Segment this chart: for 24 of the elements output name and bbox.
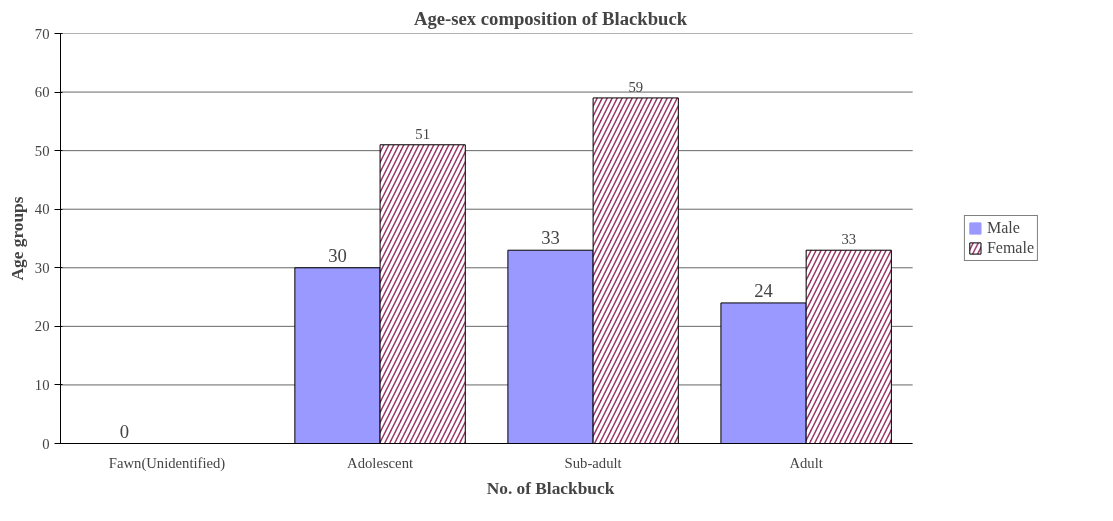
legend-label: Male [986, 219, 1020, 237]
y-axis-title: Age groups [7, 196, 27, 281]
x-tick-label: Adolescent [347, 454, 414, 471]
y-tick-label: 40 [34, 201, 50, 218]
y-tick-label: 50 [34, 142, 50, 159]
data-label: 59 [628, 78, 644, 95]
y-tick-label: 0 [42, 435, 50, 452]
y-tick-label: 20 [34, 318, 50, 335]
data-label: 51 [415, 125, 430, 142]
legend-label: Female [986, 239, 1034, 257]
y-tick-label: 30 [34, 259, 50, 276]
data-label: 33 [541, 227, 560, 249]
y-tick-label: 10 [34, 376, 50, 393]
x-tick-label: Sub-adult [564, 454, 622, 471]
x-tick-label: Fawn(Unidentified) [108, 454, 226, 472]
y-tick-label: 70 [34, 25, 50, 42]
chart-title: Age-sex composition of Blackbuck [413, 7, 688, 29]
data-label: 24 [754, 279, 774, 301]
x-axis-title: No. of Blackbuck [486, 478, 615, 498]
y-tick-label: 60 [34, 84, 50, 101]
data-label: 30 [328, 244, 347, 266]
data-label: 0 [119, 420, 130, 442]
x-tick-label: Adult [789, 454, 823, 471]
data-label: 33 [841, 231, 857, 248]
